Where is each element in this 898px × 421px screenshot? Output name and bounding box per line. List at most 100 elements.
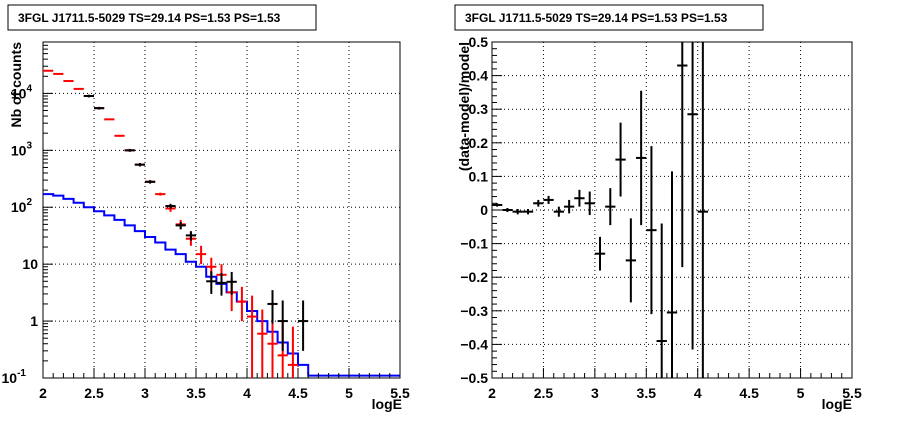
model-points: [43, 69, 298, 378]
residual-x-tick-labels: 2 2.5 3 3.5 4 4.5 5 5.5: [488, 385, 862, 401]
counts-plot-frame: [42, 41, 401, 379]
counts-y-tick-label: 102: [11, 197, 33, 215]
model-point: [114, 134, 125, 137]
residual-point: [697, 42, 708, 378]
data-point: [145, 180, 156, 184]
residual-y-tick-label: 0.3: [469, 101, 489, 117]
residual-point: [615, 122, 626, 197]
residual-title: 3FGL J1711.5-5029 TS=29.14 PS=1.53 PS=1.…: [465, 11, 728, 25]
counts-ticks: [42, 44, 401, 379]
model-point: [63, 80, 74, 83]
residual-y-tick-label: 0: [480, 202, 488, 218]
residual-point: [574, 189, 585, 207]
data-point: [94, 106, 105, 110]
residual-x-tick-label: 4: [694, 385, 702, 401]
residual-y-tick-label: −0.2: [460, 269, 488, 285]
residual-point: [553, 206, 564, 217]
residual-point: [636, 90, 647, 226]
counts-grid: [43, 42, 400, 378]
residual-y-tick-label: 0.1: [469, 168, 489, 184]
residual-point: [584, 191, 595, 216]
residual-y-tick-label: −0.1: [460, 236, 488, 252]
data-point: [124, 148, 135, 152]
residual-point: [656, 223, 667, 378]
residual-x-tick-label: 2.5: [534, 385, 554, 401]
data-point: [134, 162, 145, 167]
residual-point: [646, 146, 657, 315]
model-point: [196, 245, 207, 265]
residual-ticks: [491, 41, 853, 379]
counts-x-tick-label: 4.5: [288, 385, 308, 401]
model-point: [257, 309, 268, 378]
counts-x-axis-label: logE: [372, 396, 402, 412]
residual-y-tick-label: 0.4: [469, 68, 489, 84]
residual-points: [492, 42, 708, 378]
data-point: [206, 271, 217, 294]
background-histogram-line: [43, 193, 400, 377]
counts-y-tick-labels: 10-1 1 10 102 103 104: [2, 83, 39, 386]
counts-x-tick-label: 5.5: [390, 385, 410, 401]
model-point: [247, 295, 258, 378]
model-point: [155, 192, 166, 196]
counts-title: 3FGL J1711.5-5029 TS=29.14 PS=1.53 PS=1.…: [18, 11, 281, 25]
model-point: [287, 326, 298, 378]
data-point: [216, 272, 227, 296]
residual-point: [677, 42, 688, 268]
residual-x-tick-label: 2: [488, 385, 496, 401]
residual-x-tick-label: 3: [591, 385, 599, 401]
residual-point: [502, 207, 513, 213]
residual-point: [533, 199, 544, 207]
model-point: [73, 87, 84, 90]
residual-y-tick-label: 0.5: [469, 34, 489, 50]
residual-point: [492, 203, 503, 207]
counts-x-tick-label: 4: [243, 385, 251, 401]
counts-x-tick-label: 3: [141, 385, 149, 401]
residual-point: [522, 208, 534, 215]
residual-x-tick-label: 4.5: [739, 385, 759, 401]
residual-point: [666, 171, 678, 378]
residual-x-tick-label: 5: [797, 385, 805, 401]
data-point: [277, 300, 288, 351]
counts-y-tick-label: 104: [11, 83, 33, 101]
data-point: [83, 94, 94, 98]
counts-x-tick-label: 3.5: [186, 385, 206, 401]
residual-y-tick-label: 0.2: [469, 135, 489, 151]
residual-y-axis-label: (data-model)/model: [456, 42, 472, 171]
counts-x-tick-label: 5: [345, 385, 353, 401]
residual-x-axis-label: logE: [822, 396, 852, 412]
counts-y-tick-label: 10: [22, 256, 38, 272]
residual-title-box: [454, 4, 764, 31]
counts-y-axis-label: Nb of counts: [8, 42, 24, 128]
data-point: [175, 222, 186, 230]
counts-x-tick-labels: 2 2.5 3 3.5 4 4.5 5 5.5: [39, 385, 410, 401]
counts-x-tick-label: 2.5: [84, 385, 104, 401]
residual-x-tick-label: 3.5: [637, 385, 657, 401]
residual-point: [605, 188, 616, 226]
residual-point: [625, 218, 636, 303]
data-point: [185, 231, 196, 241]
residual-panel: 2 2.5 3 3.5 4 4.5 5 5.5 −0.5 −0.4 −0.3 −0.2 −0.1 0 0.…: [454, 4, 862, 412]
data-point: [267, 290, 278, 324]
data-point: [165, 203, 176, 209]
model-point: [267, 314, 278, 378]
counts-y-tick-label: 1: [30, 313, 38, 329]
residual-point: [564, 199, 575, 214]
residual-y-tick-labels: −0.5 −0.4 −0.3 −0.2 −0.1 0 0.1 0.2 0.3 0.4 0.5: [460, 34, 488, 386]
residual-point: [687, 42, 698, 350]
counts-y-tick-label: 103: [11, 140, 33, 158]
data-point: [226, 271, 237, 295]
residual-y-tick-label: −0.3: [460, 303, 488, 319]
counts-panel: 2 2.5 3 3.5 4 4.5 5 5.5 10-1 1 10 102 103 104 3FGL J…: [2, 4, 410, 412]
residual-y-tick-label: −0.4: [460, 336, 488, 352]
residual-x-tick-label: 5.5: [842, 385, 862, 401]
residual-point: [543, 195, 554, 204]
model-point: [43, 69, 54, 72]
residual-y-tick-label: −0.5: [460, 370, 488, 386]
counts-title-box: [7, 4, 317, 31]
model-point: [236, 286, 247, 322]
data-point: [298, 300, 309, 351]
counts-x-tick-label: 2: [39, 385, 47, 401]
data-points: [83, 94, 309, 351]
model-point: [104, 118, 115, 121]
